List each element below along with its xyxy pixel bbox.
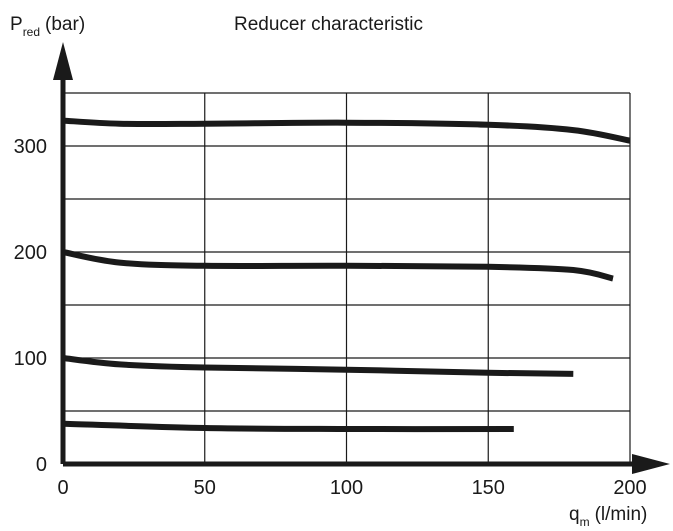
series-group — [62, 117, 631, 433]
y-axis-symbol: P — [10, 14, 23, 35]
x-axis-symbol: q — [569, 504, 580, 525]
x-tick-label-200: 200 — [613, 477, 646, 499]
x-tick-label-150: 150 — [472, 477, 505, 499]
y-tick-label-0: 0 — [36, 454, 47, 476]
y-axis-arrow — [53, 42, 73, 80]
x-tick-label-0: 0 — [57, 477, 68, 499]
grid — [63, 92, 631, 464]
x-tick-labels: 0 50 100 150 200 — [57, 477, 646, 499]
x-tick-label-50: 50 — [194, 477, 216, 499]
axes — [53, 42, 670, 474]
y-axis-label: Pred (bar) — [10, 14, 85, 39]
y-tick-label-300: 300 — [14, 136, 47, 158]
series-line-2 — [62, 249, 614, 282]
series-line-1 — [62, 117, 631, 144]
x-axis-arrow — [632, 454, 670, 474]
x-axis-unit: (l/min) — [595, 504, 648, 525]
x-axis-subscript: m — [580, 515, 590, 529]
y-axis-subscript: red — [23, 25, 40, 39]
x-axis-label: qm (l/min) — [569, 504, 647, 529]
chart-title: Reducer characteristic — [234, 14, 423, 35]
series-line-4 — [62, 420, 514, 433]
y-tick-label-100: 100 — [14, 348, 47, 370]
y-tick-label-200: 200 — [14, 242, 47, 264]
x-tick-label-100: 100 — [330, 477, 363, 499]
y-tick-labels: 0 100 200 300 — [14, 136, 47, 476]
y-axis-unit: (bar) — [45, 14, 85, 35]
series-line-3 — [62, 355, 574, 377]
